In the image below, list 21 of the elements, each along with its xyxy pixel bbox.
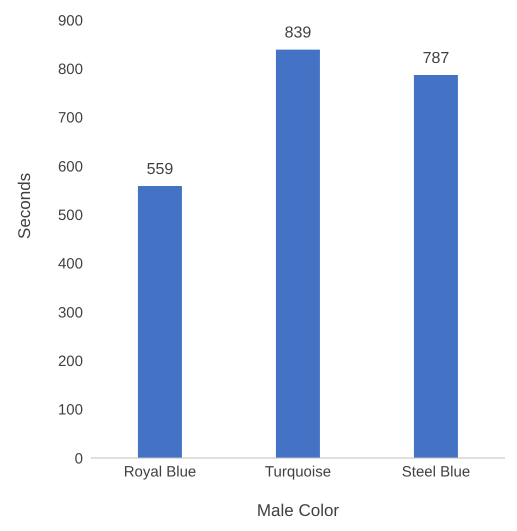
bar [414,74,458,458]
y-tick-label: 300 [58,304,83,322]
x-tick-label: Steel Blue [402,464,470,481]
x-tick-label: Turquoise [264,464,332,481]
y-tick-label: 100 [58,402,83,419]
y-axis-title: Seconds [15,172,34,239]
bar [276,50,320,458]
y-tick-label: 700 [58,110,83,127]
data-label: 839 [284,24,312,42]
y-tick-label: 600 [58,158,83,176]
y-tick-label: 400 [58,256,83,273]
y-tick-label: 0 [74,450,83,468]
x-tick-label: Royal Blue [124,464,196,481]
y-tick-label: 800 [58,60,83,78]
bar [138,186,182,458]
y-tick-label: 900 [58,12,83,30]
data-label: 559 [146,160,174,178]
data-label: 787 [422,50,450,67]
y-tick-label: 500 [58,206,83,224]
x-axis-title: Male Color [256,501,340,520]
y-tick-label: 200 [58,352,83,370]
